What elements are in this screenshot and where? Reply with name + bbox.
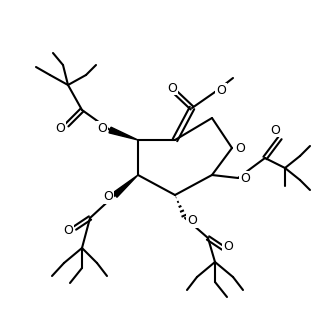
Text: O: O	[63, 223, 73, 237]
Text: O: O	[270, 123, 280, 137]
Text: O: O	[216, 83, 226, 96]
Polygon shape	[109, 127, 138, 140]
Text: O: O	[167, 82, 177, 94]
Text: O: O	[235, 142, 245, 154]
Text: O: O	[97, 121, 107, 135]
Text: O: O	[240, 172, 250, 184]
Text: O: O	[55, 121, 65, 135]
Text: O: O	[223, 240, 233, 252]
Text: O: O	[103, 190, 113, 204]
Polygon shape	[113, 175, 138, 197]
Text: O: O	[187, 214, 197, 227]
